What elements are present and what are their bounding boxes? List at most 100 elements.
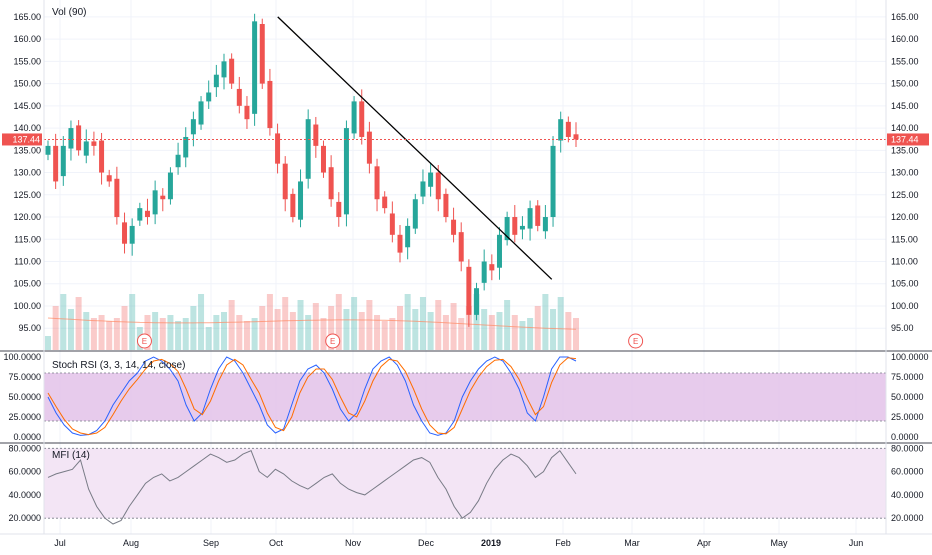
candle-body bbox=[99, 140, 105, 173]
candles bbox=[45, 13, 579, 327]
candle-body bbox=[259, 24, 265, 84]
volume-bar bbox=[266, 294, 273, 350]
candle-body bbox=[489, 264, 495, 271]
candle-body bbox=[313, 124, 319, 146]
volume-bar bbox=[397, 306, 403, 350]
volume-bar bbox=[259, 306, 266, 350]
volume-ma-line bbox=[47, 317, 577, 330]
candle-body bbox=[144, 210, 150, 218]
candle-body bbox=[122, 222, 128, 244]
time-tick-label: Oct bbox=[269, 538, 284, 548]
price-tick-left: 165.00 bbox=[13, 12, 41, 22]
candle-body bbox=[405, 225, 411, 248]
candle-body bbox=[558, 119, 564, 141]
candle-body bbox=[328, 167, 334, 200]
volume-bar bbox=[320, 318, 327, 350]
volume-bar bbox=[121, 306, 128, 350]
volume-bar bbox=[67, 309, 74, 350]
volume-bar bbox=[343, 309, 350, 350]
mfi-tick-right: 40.0000 bbox=[891, 490, 924, 500]
price-tick-left: 125.00 bbox=[13, 190, 41, 200]
volume-bar bbox=[60, 294, 67, 350]
volume-bar bbox=[458, 318, 465, 350]
volume-bar bbox=[90, 318, 97, 350]
price-tick-left: 150.00 bbox=[13, 79, 41, 89]
price-tick-left: 135.00 bbox=[13, 145, 41, 155]
volume-bar bbox=[427, 312, 434, 350]
overlays: 137.44 137.44 E E E bbox=[2, 16, 929, 349]
volume-bar bbox=[404, 294, 411, 350]
price-tick-right: 125.00 bbox=[891, 190, 919, 200]
earnings-marker-label: E bbox=[330, 337, 335, 346]
price-tick-right: 130.00 bbox=[891, 168, 919, 178]
volume-bar bbox=[450, 303, 457, 350]
candle-body bbox=[91, 141, 97, 146]
candle-body bbox=[76, 125, 82, 151]
volume-bar bbox=[366, 300, 373, 350]
price-tick-left: 145.00 bbox=[13, 101, 41, 111]
candle-body bbox=[244, 105, 250, 120]
candle-body bbox=[68, 128, 74, 149]
grid bbox=[44, 0, 886, 534]
price-tick-left: 120.00 bbox=[13, 212, 41, 222]
candle-body bbox=[53, 145, 59, 182]
volume-bar bbox=[435, 300, 442, 350]
time-tick-label: Apr bbox=[697, 538, 711, 548]
volume-bar bbox=[557, 297, 564, 350]
stoch-band bbox=[44, 373, 886, 421]
candle-body bbox=[60, 145, 66, 177]
stoch-d-line bbox=[47, 357, 577, 436]
indicator-bands bbox=[44, 372, 886, 519]
candle-body bbox=[213, 74, 219, 88]
candle-body bbox=[206, 92, 212, 102]
candle-body bbox=[106, 175, 112, 182]
candle-body bbox=[512, 217, 518, 235]
volume-bar bbox=[159, 318, 166, 350]
price-tick-right: 100.00 bbox=[891, 301, 919, 311]
time-tick-label: Aug bbox=[123, 538, 139, 548]
candle-body bbox=[359, 101, 365, 137]
price-tick-left: 100.00 bbox=[13, 301, 41, 311]
candle-body bbox=[474, 288, 480, 315]
time-tick-label: Jun bbox=[849, 538, 864, 548]
stoch-k-line bbox=[47, 356, 577, 436]
mfi-pane-label: MFI (14) bbox=[52, 450, 90, 461]
volume-bars bbox=[45, 294, 579, 350]
mfi-line bbox=[47, 449, 577, 525]
volume-bar bbox=[274, 309, 281, 350]
candle-body bbox=[160, 195, 166, 200]
earnings-marker-icon bbox=[628, 333, 644, 349]
candle-body bbox=[129, 225, 135, 244]
candle-body bbox=[519, 225, 525, 230]
volume-bar bbox=[289, 312, 296, 350]
earnings-marker-label: E bbox=[142, 337, 147, 346]
volume-bar bbox=[182, 318, 189, 350]
earnings-marker-icon bbox=[136, 333, 152, 349]
candle-body bbox=[267, 80, 273, 129]
price-tick-right: 135.00 bbox=[891, 145, 919, 155]
volume-bar bbox=[519, 321, 526, 350]
time-tick-label: 2019 bbox=[481, 538, 501, 548]
stoch-tick-left: 100.0000 bbox=[3, 352, 41, 362]
mfi-tick-left: 80.0000 bbox=[8, 443, 41, 453]
last-price-label-right: 137.44 bbox=[891, 134, 919, 144]
volume-bar bbox=[228, 300, 235, 350]
candle-body bbox=[183, 136, 189, 158]
volume-bar bbox=[305, 315, 312, 350]
candle-body bbox=[535, 205, 541, 226]
volume-bar bbox=[175, 321, 182, 350]
volume-bar bbox=[358, 312, 365, 350]
time-tick-label: Jul bbox=[54, 538, 66, 548]
stoch-tick-left: 50.0000 bbox=[8, 392, 41, 402]
stoch-pane-label: Stoch RSI (3, 3, 14, 14, close) bbox=[52, 360, 185, 371]
price-tick-right: 110.00 bbox=[891, 257, 918, 267]
candle-body bbox=[167, 172, 173, 200]
volume-bar bbox=[442, 315, 449, 350]
volume-bar bbox=[550, 309, 557, 350]
candle-body bbox=[83, 141, 89, 156]
volume-bar bbox=[419, 297, 426, 350]
volume-bar bbox=[198, 294, 205, 350]
